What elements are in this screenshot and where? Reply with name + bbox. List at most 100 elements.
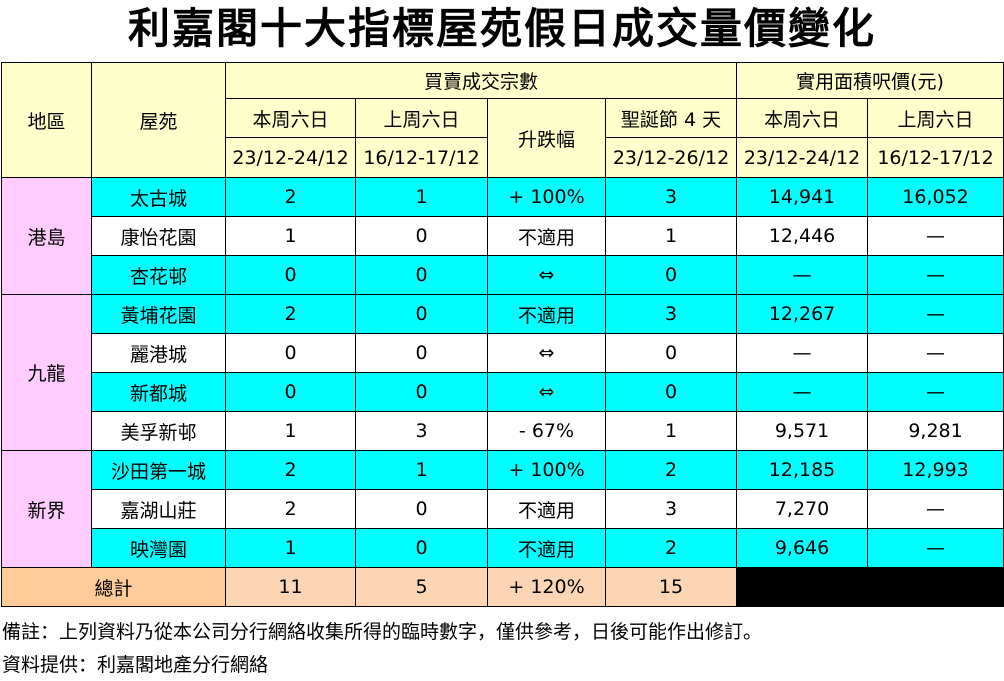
total-label: 總計 <box>1 567 226 607</box>
header-price-group: 實用面積呎價(元) <box>736 62 1004 99</box>
estate-name: 新都城 <box>91 372 226 412</box>
price-last-weekend: 16,052 <box>867 177 1004 217</box>
price-this-weekend: — <box>736 255 869 295</box>
price-last-weekend: — <box>867 216 1004 256</box>
xmas-count: 3 <box>604 177 738 217</box>
region-label: 港島 <box>1 177 92 295</box>
xmas-count: 2 <box>604 528 738 568</box>
this-weekend-count: 1 <box>225 411 356 451</box>
xmas-count: 3 <box>604 489 738 529</box>
price-this-weekend: 9,646 <box>736 528 869 568</box>
price-this-weekend: 12,446 <box>736 216 869 256</box>
header-transactions-group: 買賣成交宗數 <box>224 62 738 99</box>
last-weekend-count: 0 <box>355 255 488 295</box>
header-this-weekend: 本周六日 <box>225 98 356 138</box>
price-last-weekend: 12,993 <box>867 450 1004 490</box>
estate-name: 嘉湖山莊 <box>91 489 226 529</box>
xmas-count: 3 <box>604 294 738 334</box>
total-xmas: 15 <box>604 567 738 607</box>
header-price-this-dates: 23/12-24/12 <box>736 137 869 178</box>
this-weekend-count: 0 <box>225 372 356 412</box>
total-price-blank <box>736 567 1004 607</box>
table-row: 嘉湖山莊 2 0 不適用 3 7,270— <box>2 489 1004 529</box>
header-estate: 屋苑 <box>91 62 226 178</box>
table-row: 康怡花園 1 0 不適用 1 12,446— <box>2 216 1004 256</box>
transactions-table: 地區 屋苑 買賣成交宗數 實用面積呎價(元) 本周六日 上周六日 升跌幅 聖誕節… <box>1 62 1004 607</box>
this-weekend-count: 2 <box>225 294 356 334</box>
last-weekend-count: 0 <box>355 489 488 529</box>
price-this-weekend: 12,267 <box>736 294 869 334</box>
table-row: 映灣園 1 0 不適用 2 9,646— <box>2 528 1004 568</box>
table-row: 九龍 黃埔花園 2 0 不適用 3 12,267— <box>1 294 1004 451</box>
total-row: 總計 11 5 + 120% 15 <box>1 567 1004 607</box>
price-last-weekend: — <box>867 489 1004 529</box>
price-this-weekend: 14,941 <box>736 177 869 217</box>
change-value: + 100% <box>487 450 606 490</box>
table-row: 美孚新邨 1 3- 67% 1 9,571 9,281 <box>2 411 1004 451</box>
header-price-this-weekend: 本周六日 <box>736 98 869 138</box>
price-this-weekend: 7,270 <box>736 489 869 529</box>
xmas-count: 0 <box>604 255 738 295</box>
change-value: + 100% <box>487 177 606 217</box>
xmas-count: 2 <box>604 450 738 490</box>
estate-name: 杏花邨 <box>91 255 226 295</box>
price-last-weekend: 9,281 <box>867 411 1004 451</box>
price-last-weekend: — <box>867 294 1004 334</box>
table-row: 港島 太古城 2 1 + 100% 3 14,941 16,052 <box>1 177 1004 295</box>
xmas-count: 1 <box>604 216 738 256</box>
this-weekend-count: 1 <box>225 216 356 256</box>
last-weekend-count: 0 <box>355 528 488 568</box>
total-change: + 120% <box>487 567 606 607</box>
remark-note: 備註：上列資料乃從本公司分行網絡收集所得的臨時數字，僅供參考，日後可能作出修訂。 <box>2 621 763 643</box>
table-row: 麗港城 0 0 ⇔ 0— — <box>2 333 1004 373</box>
total-last-weekend: 5 <box>355 567 488 607</box>
price-last-weekend: — <box>867 372 1004 412</box>
price-this-weekend: 12,185 <box>736 450 869 490</box>
region-label: 九龍 <box>1 294 92 451</box>
header-last-weekend: 上周六日 <box>355 98 488 138</box>
header-district: 地區 <box>1 62 92 178</box>
last-weekend-count: 0 <box>355 372 488 412</box>
change-value: ⇔ <box>487 372 606 412</box>
xmas-count: 0 <box>604 333 738 373</box>
xmas-count: 0 <box>604 372 738 412</box>
price-last-weekend: — <box>867 333 1004 373</box>
estate-name: 美孚新邨 <box>91 411 226 451</box>
table-row: 新界 沙田第一城 2 1 + 100% 2 12,185 12,993 <box>1 450 1004 568</box>
change-value: ⇔ <box>487 333 606 373</box>
this-weekend-count: 1 <box>225 528 356 568</box>
last-weekend-count: 3 <box>355 411 488 451</box>
last-weekend-count: 0 <box>355 216 488 256</box>
estate-name: 康怡花園 <box>91 216 226 256</box>
change-value: - 67% <box>487 411 606 451</box>
table-row: 新都城 0 0 ⇔ 0— — <box>2 372 1004 412</box>
header-this-weekend-dates: 23/12-24/12 <box>225 137 356 178</box>
this-weekend-count: 0 <box>225 255 356 295</box>
region-label: 新界 <box>1 450 92 568</box>
price-this-weekend: — <box>736 372 869 412</box>
header-price-last-weekend: 上周六日 <box>867 98 1004 138</box>
estate-name: 麗港城 <box>91 333 226 373</box>
estate-name: 黃埔花園 <box>91 294 226 334</box>
last-weekend-count: 0 <box>355 333 488 373</box>
this-weekend-count: 0 <box>225 333 356 373</box>
xmas-count: 1 <box>604 411 738 451</box>
price-this-weekend: 9,571 <box>736 411 869 451</box>
estate-name: 太古城 <box>91 177 226 217</box>
estate-name: 沙田第一城 <box>91 450 226 490</box>
change-value: 不適用 <box>487 489 606 529</box>
table-row: 杏花邨 0 0 ⇔ 0— — <box>2 255 1004 295</box>
page-title: 利嘉閣十大指標屋苑假日成交量價變化 <box>127 4 876 53</box>
last-weekend-count: 1 <box>355 450 488 490</box>
last-weekend-count: 0 <box>355 294 488 334</box>
this-weekend-count: 2 <box>225 489 356 529</box>
total-this-weekend: 11 <box>225 567 356 607</box>
change-value: 不適用 <box>487 528 606 568</box>
header-xmas: 聖誕節 4 天 <box>604 98 738 138</box>
header-last-weekend-dates: 16/12-17/12 <box>355 137 488 178</box>
price-this-weekend: — <box>736 333 869 373</box>
price-last-weekend: — <box>867 255 1004 295</box>
change-value: ⇔ <box>487 255 606 295</box>
last-weekend-count: 1 <box>355 177 488 217</box>
source-note: 資料提供：利嘉閣地產分行網絡 <box>2 654 269 676</box>
